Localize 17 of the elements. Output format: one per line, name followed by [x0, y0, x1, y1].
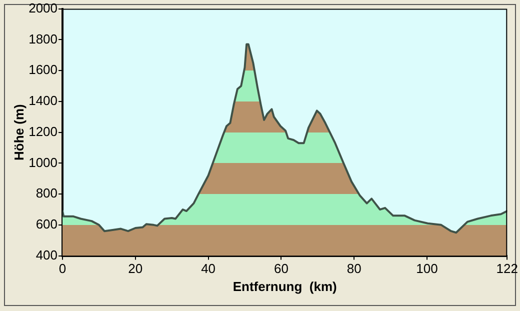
x-tick-label: 60 [274, 261, 288, 276]
y-tick-label: 2000 [28, 0, 58, 16]
y-tick-label: 1000 [28, 154, 58, 170]
y-tick-label: 1400 [28, 93, 58, 108]
x-tick-label: 20 [128, 261, 143, 276]
y-tick-label: 800 [36, 186, 58, 201]
x-tick-label: 0 [58, 261, 66, 276]
y-tick-label: 1200 [28, 124, 58, 139]
x-tick-label: 100 [416, 261, 438, 276]
x-tick-label: 80 [346, 261, 362, 276]
y-tick-label: 400 [36, 247, 58, 262]
y-axis-title: Höhe (m) [11, 104, 26, 160]
y-tick-label: 1600 [28, 62, 58, 78]
x-axis-title: Entfernung (km) [232, 278, 337, 294]
y-tick-label: 1800 [28, 31, 58, 46]
x-tick-label: 40 [201, 261, 216, 276]
y-tick-label: 600 [36, 216, 58, 232]
